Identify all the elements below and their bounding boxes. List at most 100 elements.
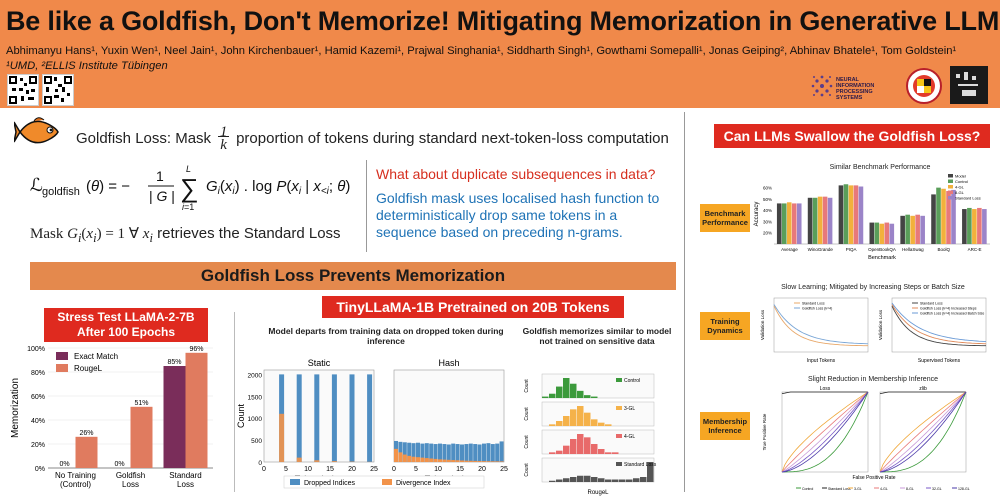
- histogram-bar: [556, 386, 563, 398]
- benchmark-bar: [879, 223, 885, 244]
- benchmark-bar: [910, 215, 915, 244]
- membership-inference-title: Slight Reduction in Membership Inference: [808, 376, 938, 383]
- bar-dropped-indices: [455, 444, 460, 462]
- bar-divergence-index: [407, 455, 412, 462]
- bar-dropped-indices: [451, 443, 456, 462]
- benchmark-bar: [848, 185, 854, 244]
- bar-divergence-index: [394, 448, 398, 462]
- bar-divergence-index: [495, 461, 500, 462]
- hash-answer: Goldfish mask uses localised hash functi…: [376, 190, 660, 240]
- x-tick-label: 10: [434, 466, 442, 473]
- loss-curve: [773, 304, 869, 345]
- benchmark-bar: [972, 209, 977, 244]
- roc-curve: [781, 391, 869, 473]
- benchmark-bar: [982, 209, 987, 244]
- bar-divergence-index: [331, 461, 337, 462]
- loss-curve: [891, 304, 987, 345]
- qr-code-icon[interactable]: [7, 74, 39, 106]
- dropped-token-title: Model departs from training data on drop…: [268, 326, 504, 346]
- benchmark-bar: [920, 215, 925, 244]
- bar-value-label: 51%: [134, 400, 148, 407]
- histogram-bar: [549, 424, 556, 426]
- y-tick-label: 100%: [27, 346, 45, 353]
- bar-dropped-indices: [490, 444, 495, 462]
- bar-dropped-indices: [314, 374, 320, 462]
- legend-label: 128-GL: [958, 487, 970, 491]
- label-benchmark-performance: Benchmark Performance: [700, 204, 750, 232]
- bar-divergence-index: [402, 454, 407, 462]
- training-dynamics-title: Slow Learning; Mitigated by Increasing S…: [781, 284, 965, 291]
- bar-divergence-index: [314, 460, 320, 462]
- roc-curve: [781, 391, 868, 394]
- author-list: Abhimanyu Hans¹, Yuxin Wen¹, Neel Jain¹,…: [6, 45, 957, 57]
- neurips-logo-text: NEURAL INFORMATION PROCESSING SYSTEMS: [836, 77, 875, 101]
- legend-label: Model: [955, 174, 966, 179]
- y-tick-label: 20%: [763, 231, 772, 236]
- bar-dropped-indices: [477, 444, 482, 462]
- benchmark-bar: [977, 207, 982, 244]
- y-tick-label: 1000: [248, 416, 263, 423]
- bar-exact-match: [163, 366, 186, 468]
- histogram-bar: [612, 479, 619, 482]
- section-banner-memorization: Goldfish Loss Prevents Memorization: [30, 262, 676, 290]
- bar-dropped-indices: [349, 374, 355, 462]
- histogram-bar: [598, 449, 605, 454]
- legend-swatch: [616, 462, 622, 466]
- benchmark-bar: [967, 207, 972, 244]
- bar-divergence-index: [429, 458, 434, 462]
- label-membership-inference: Membership Inference: [700, 412, 750, 440]
- x-axis-label: Input Tokens: [807, 358, 836, 364]
- x-tick-label: 15: [326, 466, 334, 473]
- histogram-bar: [556, 421, 563, 426]
- bar-dropped-indices: [442, 444, 447, 462]
- bar-dropped-indices: [407, 442, 412, 462]
- right-banner: Can LLMs Swallow the Goldfish Loss?: [714, 124, 990, 148]
- stress-test-banner: Stress Test LLaMA-2-7B After 100 Epochs: [44, 308, 208, 342]
- benchmark-bar: [822, 196, 828, 244]
- benchmark-bar: [931, 194, 936, 244]
- svg-text:i=1: i=1: [182, 202, 194, 212]
- bar-rougel: [130, 406, 153, 468]
- svg-text:1: 1: [156, 168, 164, 184]
- bar-divergence-index: [411, 456, 416, 462]
- chart-divider: [234, 312, 235, 492]
- histogram-bar: [584, 475, 591, 482]
- y-tick-label: 60%: [763, 186, 772, 191]
- x-tick-label: 20: [478, 466, 486, 473]
- legend-swatch: [948, 185, 953, 189]
- bar-divergence-index: [482, 461, 486, 462]
- benchmark-bar: [812, 197, 818, 244]
- benchmark-bar: [776, 203, 782, 244]
- benchmark-bar: [962, 209, 967, 244]
- svg-text:goldfish: goldfish: [42, 186, 80, 198]
- bar-dropped-indices: [424, 443, 429, 462]
- bar-divergence-index: [468, 460, 473, 462]
- bar-dropped-indices: [473, 444, 478, 462]
- histogram-bar: [556, 479, 563, 482]
- bar-value-label: 26%: [79, 430, 93, 437]
- svg-text:L: L: [186, 164, 191, 174]
- benchmark-bar: [889, 223, 895, 244]
- benchmark-bar: [858, 186, 864, 244]
- bar-divergence-index: [398, 452, 403, 462]
- training-dynamics-line-charts: Validation Loss Input Tokens Standard Loss…: [760, 297, 987, 364]
- label-training-dynamics: Training Dynamics: [700, 312, 750, 340]
- histogram-bar: [577, 434, 584, 454]
- y-axis-label: Count: [524, 379, 530, 393]
- y-tick-label: 0%: [35, 466, 45, 473]
- legend-label: 4-GL: [624, 434, 635, 440]
- roc-curve: [781, 391, 869, 473]
- qr-code-icon[interactable]: [42, 74, 74, 106]
- x-axis-label: False Positive Rate: [852, 475, 895, 481]
- histogram-bar: [584, 437, 591, 454]
- legend-label: Control: [955, 179, 968, 184]
- y-tick-label: 1500: [248, 394, 263, 401]
- histogram-bar: [570, 439, 577, 454]
- goldfish-distribution-title: Goldfish memorizes similar to model not …: [522, 326, 672, 346]
- bar-dropped-indices: [296, 374, 302, 462]
- legend-swatch: [56, 352, 68, 360]
- histogram-bar: [598, 422, 605, 426]
- bar-divergence-index: [464, 460, 469, 462]
- token-index-histograms: CountStaticToken Index051015202505001000…: [236, 358, 508, 489]
- legend-label: 3-GL: [624, 406, 635, 412]
